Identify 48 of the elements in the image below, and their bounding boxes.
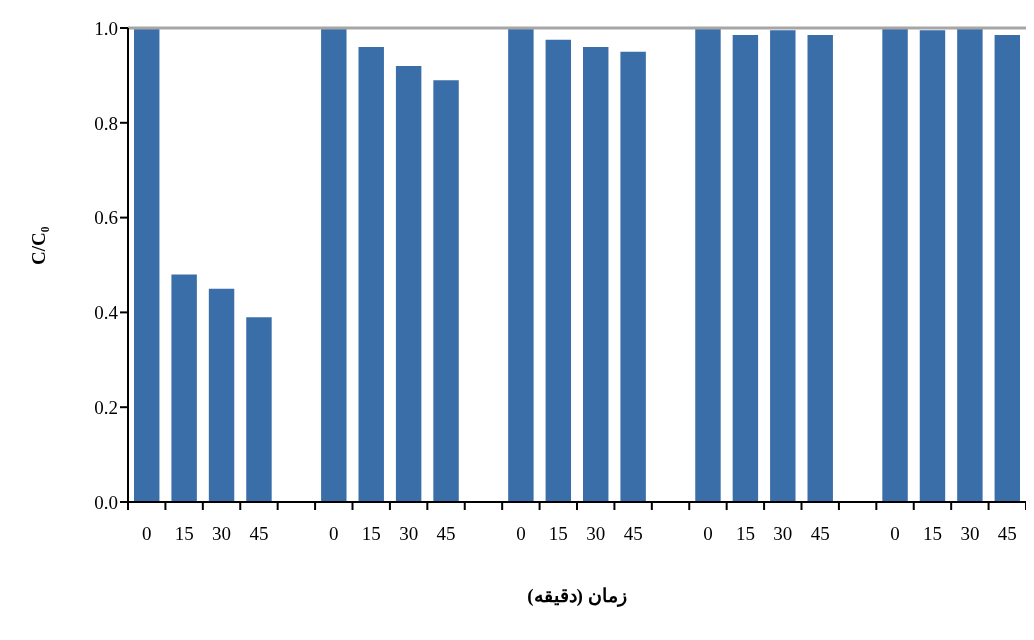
bar xyxy=(246,317,272,502)
x-tick-label: 0 xyxy=(890,523,900,544)
bar xyxy=(919,30,946,502)
y-tick-label: 0.2 xyxy=(94,396,118,418)
bar xyxy=(171,274,197,502)
y-tick-label: 0.4 xyxy=(94,302,119,324)
x-tick-label: 0 xyxy=(141,523,152,544)
y-axis-title: C/C₀ xyxy=(27,226,49,265)
x-tick-label: 15 xyxy=(922,523,942,544)
x-tick-label: 0 xyxy=(329,523,339,544)
x-tick-label: 30 xyxy=(212,523,232,544)
x-tick-label: 30 xyxy=(586,523,606,544)
x-tick-label: 45 xyxy=(997,523,1017,544)
bar xyxy=(508,28,534,502)
bar xyxy=(545,39,572,502)
bar xyxy=(732,35,759,502)
x-tick-label: 0 xyxy=(516,523,526,544)
bar xyxy=(807,35,833,502)
x-tick-label: 45 xyxy=(436,523,456,544)
x-tick-label: 30 xyxy=(399,523,419,544)
x-tick-label: 30 xyxy=(773,523,793,544)
bar xyxy=(957,28,983,502)
x-tick-label: 0 xyxy=(703,523,713,544)
bar xyxy=(583,46,609,502)
y-tick-label: 0.8 xyxy=(94,112,118,134)
x-tick-label: 30 xyxy=(960,523,980,544)
bar xyxy=(134,28,160,502)
x-axis-title: زمان (دقیقه) xyxy=(527,585,627,607)
bar xyxy=(994,35,1021,502)
bar xyxy=(395,65,422,502)
y-tick-label: 0.6 xyxy=(94,207,118,229)
x-tick-label: 45 xyxy=(249,523,269,544)
x-tick-label: 15 xyxy=(361,523,381,544)
bar xyxy=(433,80,459,502)
x-tick-label: 15 xyxy=(735,523,755,544)
x-tick-label: 45 xyxy=(623,523,643,544)
bar xyxy=(770,30,796,502)
x-tick-label: 15 xyxy=(174,523,194,544)
bar xyxy=(358,46,384,502)
x-tick-label: 15 xyxy=(548,523,568,544)
x-tick-label: 45 xyxy=(810,523,830,544)
bar xyxy=(695,28,721,502)
bar xyxy=(321,28,347,502)
bar xyxy=(620,51,646,502)
y-tick-label: 0.0 xyxy=(94,491,118,513)
y-tick-label: 1.0 xyxy=(94,17,118,39)
bar xyxy=(882,28,908,502)
bar xyxy=(208,288,235,502)
